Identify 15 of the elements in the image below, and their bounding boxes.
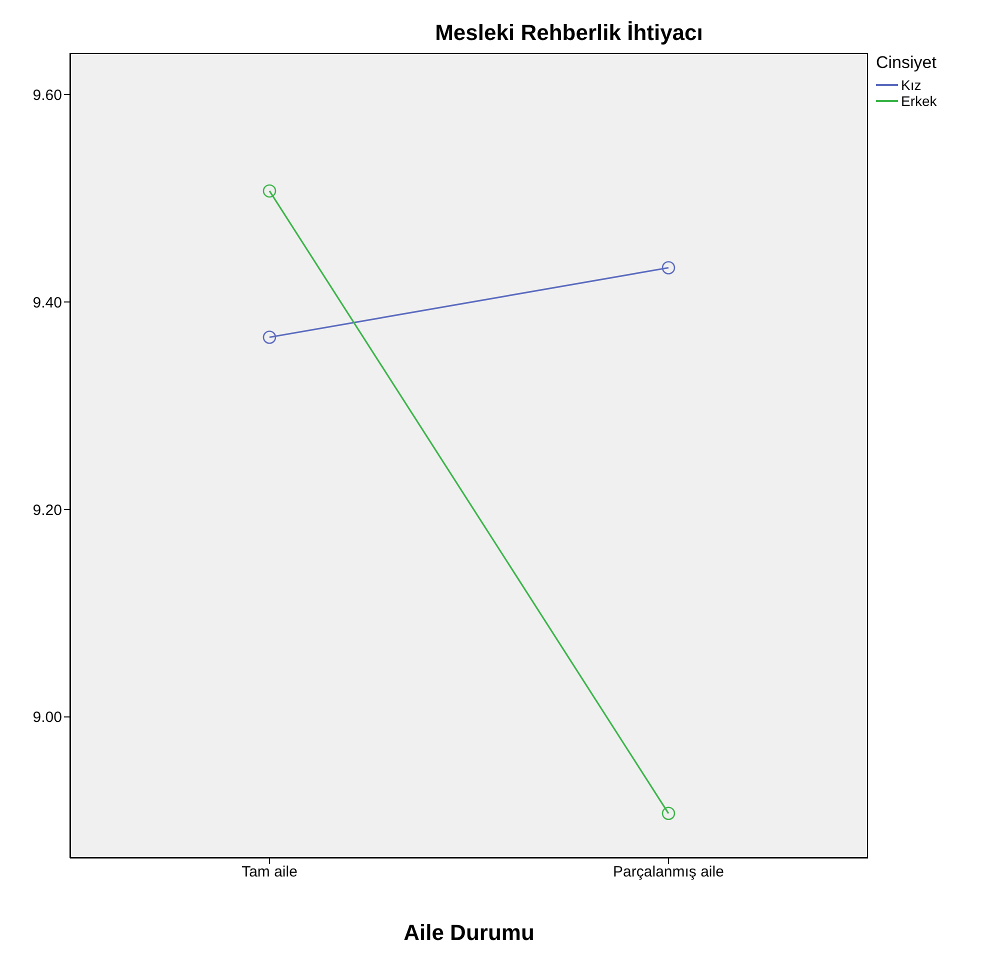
point xyxy=(262,330,276,344)
legend-title: Cinsiyet xyxy=(876,53,937,73)
y-tick-label: 9.60 xyxy=(32,86,62,104)
legend-label: Kız xyxy=(901,77,922,93)
point xyxy=(262,184,276,198)
y-tick-label: 9.40 xyxy=(32,294,62,312)
chart-title: Mesleki Rehberlik İhtiyacı xyxy=(434,20,704,46)
legend-label: Erkek xyxy=(901,93,937,109)
x-axis-title: Aile Durumu xyxy=(404,920,534,945)
y-tick-label: 9.00 xyxy=(32,709,62,726)
x-tick-label: Tam aile xyxy=(242,864,298,881)
x-tick-label: Parçalanmış aile xyxy=(613,864,724,881)
y-tick-label: 9.20 xyxy=(32,502,62,519)
point xyxy=(662,261,676,274)
point xyxy=(662,806,676,820)
